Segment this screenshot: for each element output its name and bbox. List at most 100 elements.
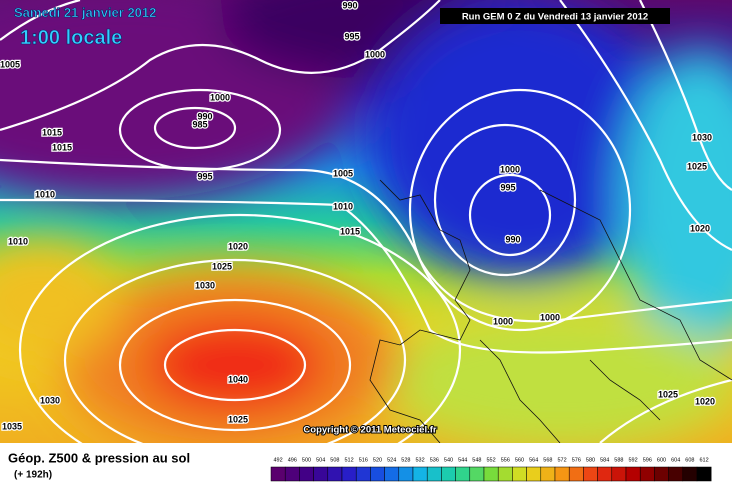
isobar-label: 995 [197,171,212,181]
colorbar-swatch [654,466,669,482]
colorbar-label: 536 [430,457,439,463]
colorbar-swatch [526,466,542,482]
footer-subtitle: (+ 192h) [14,470,52,481]
isobar-label: 1025 [658,389,678,399]
colorbar-label: 564 [529,457,538,463]
colorbar-label: 496 [288,457,297,463]
isobar-label: 1040 [228,374,248,384]
colorbar-label: 516 [359,457,368,463]
colorbar-label: 592 [629,457,638,463]
run-box [440,8,670,24]
copyright: Copyright © 2011 Meteociel.fr [303,425,436,436]
colorbar-label: 584 [600,457,609,463]
isobar-label: 1000 [210,92,230,102]
colorbar-swatch [398,466,414,482]
colorbar-swatch [313,466,329,482]
isobar-label: 1010 [8,236,28,246]
colorbar-swatch [455,466,471,482]
colorbar-label: 588 [614,457,623,463]
colorbar-swatch [341,466,357,482]
colorbar-label: 608 [685,457,694,463]
colorbar-label: 596 [643,457,652,463]
isobar-label: 995 [500,182,515,192]
colorbar-swatch [299,466,314,482]
isobar-label: 1015 [340,226,360,236]
isobar-label: 1010 [35,189,55,199]
isobar-label: 995 [344,31,359,41]
colorbar-label: 544 [458,457,467,463]
isobar-label: 1035 [2,421,22,431]
isobar-label: 990 [197,111,212,121]
isobar-label: 1025 [212,261,232,271]
colorbar-swatch [270,466,286,482]
colorbar-label: 524 [387,457,396,463]
isobar-label: 1000 [365,49,385,59]
isobar-label: 1020 [228,241,248,251]
colorbar-label: 504 [316,457,325,463]
colorbar-swatch [611,466,627,482]
isobar-label: 1000 [500,164,520,174]
isobar-label: 985 [192,119,207,129]
colorbar-swatch [426,466,442,482]
colorbar-label: 580 [586,457,595,463]
colorbar-label: 532 [416,457,425,463]
isobar-label: 1000 [540,312,560,322]
colorbar-swatch [682,466,698,482]
isobar-label: 990 [342,0,357,10]
colorbar-label: 540 [444,457,453,463]
colorbar-label: 604 [671,457,680,463]
isobar-label: 1015 [42,127,62,137]
colorbar-swatch [540,466,556,482]
isobar-label: 1030 [40,395,60,405]
isobar-label: 1030 [692,132,712,142]
isobar-label: 1020 [695,396,715,406]
colorbar-label: 520 [373,457,382,463]
colorbar-label: 548 [472,457,481,463]
footer-title: Géop. Z500 & pression au sol [8,450,190,465]
isobar-label: 1000 [493,316,513,326]
colorbar-swatch [384,466,400,482]
colorbar-swatch [625,466,641,482]
run-label: Run GEM 0 Z du Vendredi 13 janvier 2012 [462,12,648,23]
colorbar-label: 572 [558,457,567,463]
colorbar-label: 568 [543,457,552,463]
colorbar-swatch [597,466,613,482]
isobar-label: 1025 [687,161,707,171]
colorbar-swatch [583,466,598,482]
isobar-label: 1015 [52,142,72,152]
colorbar-swatch [355,466,371,482]
colorbar-swatch [668,466,684,482]
isobar-labels: 9909951000100510009909851015101599510009… [0,0,716,433]
colorbar-swatch [554,466,570,482]
colorbar-label: 508 [330,457,339,463]
colorbar-label: 576 [572,457,581,463]
isobar-label: 1030 [195,280,215,290]
isobar-label: 990 [505,234,520,244]
colorbar-swatch [483,466,499,482]
colorbar-label: 552 [487,457,496,463]
colorbar-label: 512 [345,457,354,463]
colorbar-label: 528 [401,457,410,463]
colorbar-label: 500 [302,457,311,463]
colorbar-label: 560 [515,457,524,463]
colorbar-label: 556 [501,457,510,463]
colorbar-swatch [284,466,300,482]
colorbar-label: 612 [700,457,709,463]
isobar-label: 1005 [0,59,20,69]
colorbar-swatch [512,466,527,482]
colorbar-label: 600 [657,457,666,463]
date-label: Samedi 21 janvier 2012 [14,5,156,20]
coastlines [369,179,732,443]
colorbar: 492 496 500 504 508 512 516 520 524 528 532 536 540 5… [270,457,712,482]
colorbar-swatch [412,466,428,482]
isobar-label: 1020 [690,223,710,233]
colorbar-swatch [469,466,485,482]
isobar-label: 1010 [333,201,353,211]
isobar-label: 1025 [228,414,248,424]
colorbar-swatch [327,466,343,482]
colorbar-swatch [441,466,456,482]
colorbar-swatch [497,466,513,482]
colorbar-swatch [639,466,655,482]
